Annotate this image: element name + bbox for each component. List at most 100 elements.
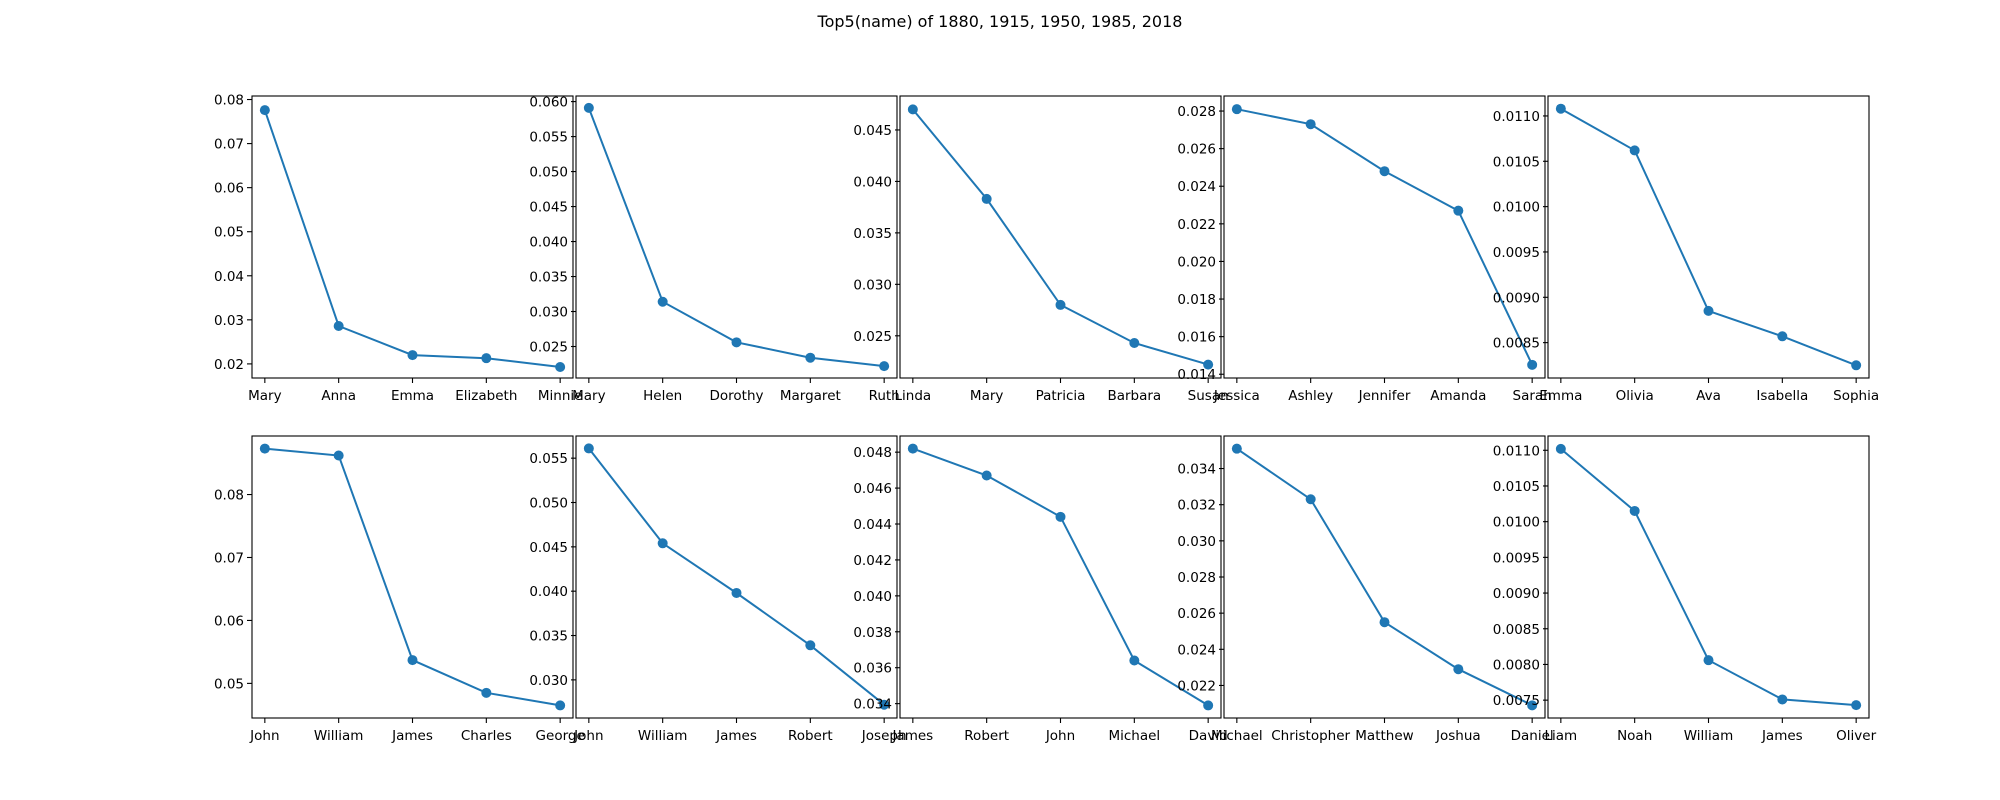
data-point-1-4 (481, 353, 492, 364)
data-point-4-1 (1231, 104, 1242, 115)
plot-frame-9 (1223, 435, 1546, 719)
y-tick-label-8-8: 0.048 (853, 445, 892, 461)
data-point-4-5 (1527, 359, 1538, 370)
x-tick-label-9-2: Christopher (1271, 728, 1350, 744)
data-point-4-2 (1305, 119, 1316, 130)
plot-frame-6 (251, 435, 574, 719)
data-point-5-4 (1777, 331, 1788, 342)
y-tick-label-7-1: 0.030 (529, 673, 568, 689)
y-tick-label-10-5: 0.0095 (1493, 550, 1540, 566)
y-tick-label-7-5: 0.050 (529, 496, 568, 512)
x-tick-label-4-4: Amanda (1430, 388, 1486, 404)
y-tick-label-5-1: 0.0085 (1493, 336, 1540, 352)
subplot-3: 0.025 0.030 0.035 0.040 0.045 Linda Mary Patric… (853, 95, 1229, 404)
x-tick-label-10-2: Noah (1617, 728, 1652, 744)
y-tick-label-3-5: 0.045 (853, 123, 892, 139)
y-tick-label-5-5: 0.0105 (1493, 154, 1540, 170)
plot-frame-4 (1223, 95, 1546, 379)
y-tick-label-7-3: 0.040 (529, 584, 568, 600)
x-tick-label-7-3: James (715, 728, 757, 744)
data-point-3-1 (907, 104, 918, 115)
x-tick-label-7-4: Robert (788, 728, 833, 744)
x-tick-label-2-5: Ruth (869, 388, 900, 404)
y-tick-label-7-6: 0.055 (529, 451, 568, 467)
y-tick-label-10-7: 0.0105 (1493, 479, 1540, 495)
y-tick-label-1-2: 0.03 (214, 313, 244, 329)
y-tick-label-8-3: 0.038 (853, 625, 892, 641)
x-tick-label-4-1: Jessica (1213, 388, 1260, 404)
subplot-2: 0.025 0.030 0.035 0.040 0.045 0.050 0.055 0.060… (529, 95, 899, 404)
y-tick-label-9-4: 0.028 (1177, 570, 1216, 586)
data-point-10-3 (1703, 655, 1714, 666)
data-point-3-2 (981, 193, 992, 204)
x-tick-label-6-2: William (314, 728, 363, 744)
y-tick-label-8-6: 0.044 (853, 517, 892, 533)
y-tick-label-8-5: 0.042 (853, 553, 892, 569)
x-tick-label-3-3: Patricia (1036, 388, 1086, 404)
y-tick-label-10-4: 0.0090 (1493, 586, 1540, 602)
y-tick-label-1-7: 0.08 (214, 93, 244, 109)
data-point-7-4 (805, 640, 816, 651)
data-point-7-5 (879, 699, 890, 710)
x-tick-label-10-1: Liam (1544, 728, 1577, 744)
x-tick-label-8-1: James (891, 728, 933, 744)
y-tick-label-2-3: 0.035 (529, 270, 568, 286)
x-tick-label-2-4: Margaret (780, 388, 841, 404)
data-point-2-5 (879, 361, 890, 372)
y-tick-label-1-1: 0.02 (214, 357, 244, 373)
plot-frame-2 (575, 95, 898, 379)
x-tick-label-8-5: David (1189, 728, 1228, 744)
plot-frame-8 (899, 435, 1222, 719)
data-point-5-5 (1851, 360, 1862, 371)
x-tick-label-10-4: James (1761, 728, 1803, 744)
data-point-3-3 (1055, 299, 1066, 310)
data-point-9-5 (1527, 700, 1538, 711)
y-tick-label-2-7: 0.055 (529, 130, 568, 146)
y-tick-label-1-3: 0.04 (214, 269, 244, 285)
y-tick-label-10-8: 0.0110 (1493, 443, 1540, 459)
x-tick-label-2-3: Dorothy (709, 388, 763, 404)
y-tick-label-2-8: 0.060 (529, 95, 568, 111)
data-point-5-3 (1703, 305, 1714, 316)
data-point-8-1 (907, 443, 918, 454)
x-tick-label-5-1: Emma (1539, 388, 1582, 404)
y-tick-label-3-1: 0.025 (853, 329, 892, 345)
y-tick-label-6-4: 0.08 (214, 488, 244, 504)
data-point-8-4 (1129, 655, 1140, 666)
plot-frame-3 (899, 95, 1222, 379)
x-tick-label-2-1: Mary (572, 388, 605, 404)
plot-frame-1 (251, 95, 574, 379)
y-tick-label-2-1: 0.025 (529, 340, 568, 356)
data-point-1-2 (333, 321, 344, 332)
x-tick-label-10-3: William (1684, 728, 1733, 744)
data-point-4-4 (1453, 205, 1464, 216)
y-tick-label-6-3: 0.07 (214, 550, 244, 566)
y-tick-label-4-3: 0.018 (1177, 292, 1216, 308)
x-tick-label-9-4: Joshua (1435, 728, 1481, 744)
data-point-8-2 (981, 470, 992, 481)
y-tick-label-10-6: 0.0100 (1493, 515, 1540, 531)
y-tick-label-8-1: 0.034 (853, 697, 892, 713)
x-tick-label-3-4: Barbara (1107, 388, 1161, 404)
data-point-4-3 (1379, 166, 1390, 177)
x-tick-label-4-5: Sarah (1513, 388, 1552, 404)
x-tick-label-9-3: Matthew (1355, 728, 1413, 744)
subplot-9: 0.022 0.024 0.026 0.028 0.030 0.032 0.034 Micha… (1177, 435, 1554, 744)
y-tick-label-9-7: 0.034 (1177, 462, 1216, 478)
y-tick-label-3-3: 0.035 (853, 226, 892, 242)
y-tick-label-9-1: 0.022 (1177, 678, 1216, 694)
y-tick-label-8-4: 0.040 (853, 589, 892, 605)
data-point-10-4 (1777, 694, 1788, 705)
data-point-10-5 (1851, 700, 1862, 711)
y-tick-label-9-2: 0.024 (1177, 642, 1216, 658)
x-tick-label-7-5: Joseph (861, 728, 907, 744)
x-tick-label-7-1: John (573, 728, 603, 744)
y-tick-label-4-6: 0.024 (1177, 179, 1216, 195)
y-tick-label-4-4: 0.020 (1177, 254, 1216, 270)
data-point-6-1 (259, 443, 270, 454)
data-point-9-3 (1379, 617, 1390, 628)
data-point-2-2 (657, 296, 668, 307)
data-point-10-1 (1555, 443, 1566, 454)
data-point-7-3 (731, 587, 742, 598)
